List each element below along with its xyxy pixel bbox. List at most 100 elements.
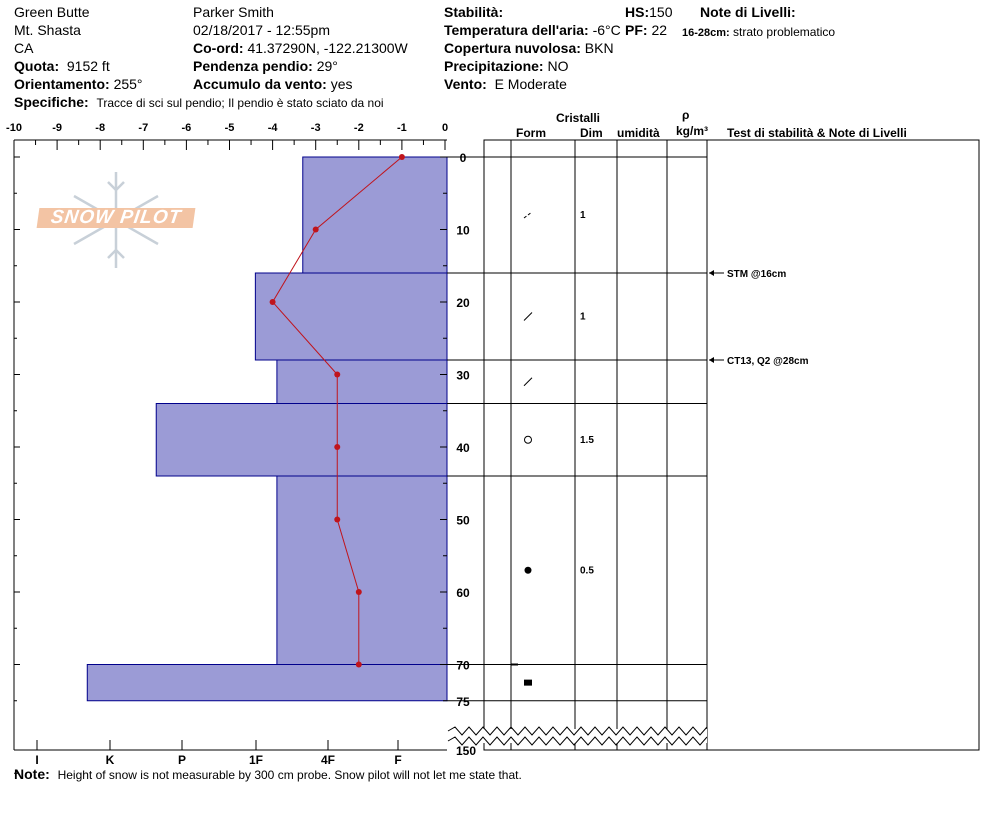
temp-tick-label: -2 bbox=[354, 122, 364, 134]
hardness-layer-4 bbox=[276, 475, 448, 665]
slope-row: Pendenza pendio: 29° bbox=[193, 58, 338, 74]
orientation-value: 255° bbox=[113, 76, 143, 92]
orientation-label: Orientamento: bbox=[14, 76, 110, 92]
depth-tick-label: 60 bbox=[456, 586, 470, 600]
depth-tick-label: 10 bbox=[456, 224, 470, 238]
coordinates-label: Co-ord: bbox=[193, 40, 244, 56]
hs-row: HS:150 bbox=[625, 4, 672, 20]
temperature-point bbox=[334, 444, 341, 450]
temperature-point bbox=[355, 661, 362, 668]
hardness-layer-2 bbox=[276, 359, 448, 404]
note-text: Height of snow is not measurable by 300 … bbox=[57, 768, 522, 782]
break-zigzag-lower bbox=[447, 736, 708, 746]
precip-crystal-icon bbox=[523, 377, 533, 387]
temp-tick-label: -5 bbox=[225, 122, 235, 134]
hs-label: HS: bbox=[625, 4, 650, 20]
observer-name: Parker Smith bbox=[193, 4, 274, 20]
hs-value: 150 bbox=[649, 4, 673, 20]
hardness-layer-5 bbox=[86, 664, 448, 702]
depth-tick-label: 0 bbox=[460, 151, 467, 165]
wind-loading-label: Accumulo da vento: bbox=[193, 76, 327, 92]
temp-tick-label: -10 bbox=[6, 122, 22, 134]
temperature-point bbox=[334, 371, 341, 378]
arrow-head-icon bbox=[709, 270, 714, 276]
specifics-value: Tracce di sci sul pendio; Il pendio è st… bbox=[96, 96, 384, 110]
cloud-cover-label: Copertura nuvolosa: bbox=[444, 40, 581, 56]
depth-tick-label: 40 bbox=[456, 441, 470, 455]
depth-tick-label: 30 bbox=[456, 369, 470, 383]
coordinates-value: 41.37290N, -122.21300W bbox=[247, 40, 408, 56]
quota-value: 9152 ft bbox=[66, 58, 110, 74]
hardness-label: P bbox=[178, 753, 186, 767]
layer-note-text: strato problematico bbox=[733, 25, 836, 39]
temp-tick-label: -9 bbox=[52, 122, 62, 134]
pf-value: 22 bbox=[651, 22, 668, 38]
observation-datetime: 02/18/2017 - 12:55pm bbox=[193, 22, 330, 38]
crystal-size: 1 bbox=[580, 210, 586, 221]
air-temp-label: Temperatura dell'aria: bbox=[444, 22, 589, 38]
snow-pilot-logo: SNOW PILOT bbox=[36, 170, 198, 270]
form-header: Form bbox=[516, 126, 546, 140]
depth-tick-label: 20 bbox=[456, 296, 470, 310]
note-label: Note: bbox=[14, 766, 50, 782]
pf-row: PF: 22 bbox=[625, 22, 670, 38]
table-frame bbox=[483, 139, 980, 751]
temp-tick-label: 0 bbox=[442, 122, 448, 134]
precipitation-value: NO bbox=[547, 58, 569, 74]
temp-tick-label: -8 bbox=[95, 122, 105, 134]
pf-label: PF: bbox=[625, 22, 648, 38]
stability-test-label: STM @16cm bbox=[727, 269, 786, 280]
depth-tick-label: 50 bbox=[456, 514, 470, 528]
wind-value: E Moderate bbox=[494, 76, 567, 92]
break-zigzag-upper bbox=[447, 726, 708, 736]
wind-row: Vento: E Moderate bbox=[444, 76, 567, 92]
footer-note: Note: Height of snow is not measurable b… bbox=[14, 766, 522, 783]
depth-bottom-label: 150 bbox=[456, 744, 476, 758]
size-header: Dim bbox=[580, 126, 603, 140]
temperature-point bbox=[355, 589, 362, 595]
hardness-layer-3 bbox=[155, 403, 448, 477]
stability-label: Stabilità: bbox=[444, 4, 504, 20]
crystals-header: Cristalli bbox=[556, 111, 601, 125]
cloud-cover-value: BKN bbox=[584, 40, 614, 56]
melt-freeze-icon bbox=[524, 566, 532, 574]
air-temp-value: -6°C bbox=[592, 22, 621, 38]
moisture-header: umidità bbox=[617, 126, 660, 140]
specifics-label: Specifiche: bbox=[14, 94, 89, 110]
wind-label: Vento: bbox=[444, 76, 487, 92]
coordinates-row: Co-ord: 41.37290N, -122.21300W bbox=[193, 40, 408, 56]
crystal-size: 1.5 bbox=[580, 435, 594, 446]
layer-notes-label: Note di Livelli: bbox=[700, 4, 796, 20]
wind-loading-value: yes bbox=[330, 76, 353, 92]
temperature-profile-line bbox=[271, 156, 403, 665]
wind-loading-row: Accumulo da vento: yes bbox=[193, 76, 352, 92]
slope-label: Pendenza pendio: bbox=[193, 58, 313, 74]
temperature-point bbox=[312, 226, 319, 233]
precipitation-label: Precipitazione: bbox=[444, 58, 544, 74]
specifics-row: Specifiche: Tracce di sci sul pendio; Il… bbox=[14, 94, 384, 111]
rho-header: ρ bbox=[682, 108, 690, 122]
crystal-size: 1 bbox=[580, 312, 586, 323]
temp-tick-label: -7 bbox=[138, 122, 148, 134]
decomposing-crystal-icon bbox=[523, 211, 533, 219]
layer-note-range: 16-28cm: bbox=[682, 27, 730, 39]
temp-tick-label: -3 bbox=[311, 122, 321, 134]
air-temp-row: Temperatura dell'aria: -6°C bbox=[444, 22, 621, 38]
hardness-layer-1 bbox=[254, 272, 448, 361]
cloud-cover-row: Copertura nuvolosa: BKN bbox=[444, 40, 614, 56]
temperature-point bbox=[398, 154, 405, 160]
stability-test-label: CT13, Q2 @28cm bbox=[727, 356, 809, 367]
temp-tick-label: -6 bbox=[182, 122, 192, 134]
hardness-label: F bbox=[394, 753, 401, 767]
hardness-label: 1F bbox=[249, 753, 263, 767]
hardness-label: 4F bbox=[321, 753, 335, 767]
mountain-name: Mt. Shasta bbox=[14, 22, 81, 38]
slope-value: 29° bbox=[316, 58, 338, 74]
tests-header: Test di stabilità & Note di Livelli bbox=[727, 126, 907, 140]
precip-crystal-icon bbox=[523, 312, 533, 321]
temperature-point bbox=[334, 516, 341, 523]
temperature-point bbox=[269, 299, 276, 305]
state-name: CA bbox=[14, 40, 34, 56]
depth-tick-label: 70 bbox=[456, 659, 470, 673]
